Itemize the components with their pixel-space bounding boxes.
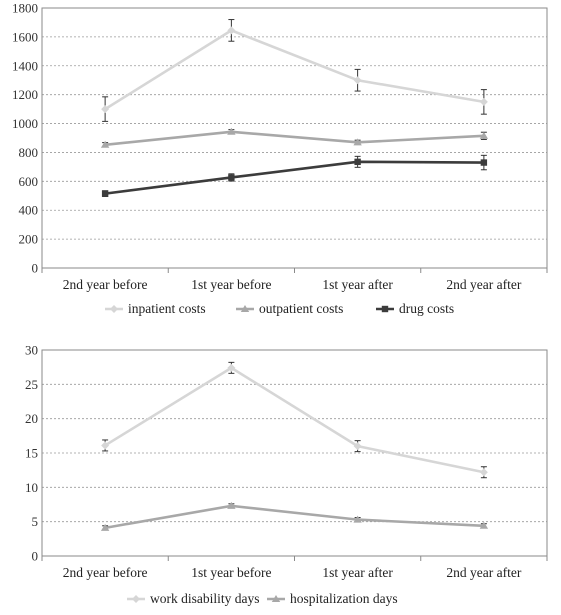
data-point — [479, 131, 489, 139]
series-drug-costs — [101, 154, 488, 197]
data-point — [227, 26, 236, 35]
y-tick-label: 0 — [32, 549, 39, 564]
y-tick-label: 15 — [25, 446, 38, 461]
legend-item-outpatient-costs: outpatient costs — [236, 301, 343, 316]
series-line — [104, 29, 485, 111]
data-point — [353, 515, 362, 523]
y-tick-label: 1400 — [12, 58, 38, 73]
series-line — [104, 130, 484, 147]
legend-item-hospitalization-days: hospitalization days — [267, 591, 398, 606]
legend-marker — [132, 595, 140, 603]
legend-label: work disability days — [150, 591, 260, 606]
data-point — [227, 501, 236, 509]
data-point — [479, 521, 489, 529]
days-chart: 0 5 10 15 20 25 30 2nd year before 1st year befo… — [25, 343, 548, 606]
data-point — [354, 158, 361, 166]
legend-item-drug-costs: drug costs — [376, 301, 454, 316]
y-tick-label: 1600 — [12, 29, 38, 44]
y-tick-label: 10 — [25, 480, 38, 495]
y-tick-label: 1800 — [12, 1, 38, 16]
y-tick-label: 20 — [25, 411, 38, 426]
series-line — [104, 504, 484, 530]
legend-label: outpatient costs — [259, 301, 343, 316]
legend-label: hospitalization days — [290, 591, 398, 606]
y-tick-label: 200 — [19, 232, 39, 247]
x-tick-label: 1st year after — [322, 565, 393, 580]
data-point — [479, 97, 488, 106]
legend-item-work-disability-days: work disability days — [127, 591, 260, 606]
data-point — [353, 442, 362, 451]
data-point — [100, 523, 110, 531]
x-tick-label: 2nd year before — [63, 277, 148, 292]
legend: inpatient costs outpatient costs drug cost… — [105, 301, 454, 316]
data-point — [227, 127, 236, 135]
legend: work disability days hospitalization days — [127, 591, 398, 606]
x-tick-label: 2nd year after — [446, 277, 521, 292]
data-point — [100, 140, 110, 148]
y-tick-label: 30 — [25, 343, 38, 358]
legend-marker — [110, 305, 118, 313]
data-point — [353, 76, 362, 85]
data-point — [479, 468, 488, 477]
x-tick-label: 2nd year before — [63, 565, 148, 580]
series-work-disability-days — [101, 361, 488, 479]
costs-chart: 0 200 400 600 800 1000 1200 1400 1600 1800 2nd yea… — [12, 1, 548, 316]
x-tick-label: 1st year before — [191, 565, 271, 580]
data-point — [101, 441, 110, 450]
y-tick-label: 0 — [32, 261, 39, 276]
series-hospitalization-days — [100, 501, 489, 531]
data-point — [101, 105, 110, 114]
legend-marker — [240, 305, 250, 312]
x-tick-label: 2nd year after — [446, 565, 521, 580]
data-point — [227, 363, 236, 372]
data-point — [228, 174, 235, 181]
y-tick-label: 600 — [19, 174, 39, 189]
y-tick-label: 5 — [32, 514, 39, 529]
y-tick-label: 1200 — [12, 87, 38, 102]
data-point — [101, 190, 109, 197]
x-tick-label: 1st year before — [191, 277, 271, 292]
x-tick-label: 1st year after — [322, 277, 393, 292]
series-inpatient-costs — [101, 19, 488, 122]
y-tick-label: 800 — [19, 145, 39, 160]
y-tick-label: 25 — [25, 377, 38, 392]
legend-label: inpatient costs — [128, 301, 206, 316]
y-tick-label: 400 — [19, 203, 39, 218]
y-tick-label: 1000 — [12, 116, 38, 131]
series-line — [104, 160, 484, 195]
legend-marker — [381, 305, 389, 313]
data-point — [480, 159, 488, 166]
series-line — [104, 366, 485, 474]
legend-marker — [271, 595, 281, 602]
series-outpatient-costs — [100, 127, 489, 148]
legend-item-inpatient-costs: inpatient costs — [105, 301, 206, 316]
legend-label: drug costs — [399, 301, 454, 316]
data-point — [353, 138, 362, 146]
